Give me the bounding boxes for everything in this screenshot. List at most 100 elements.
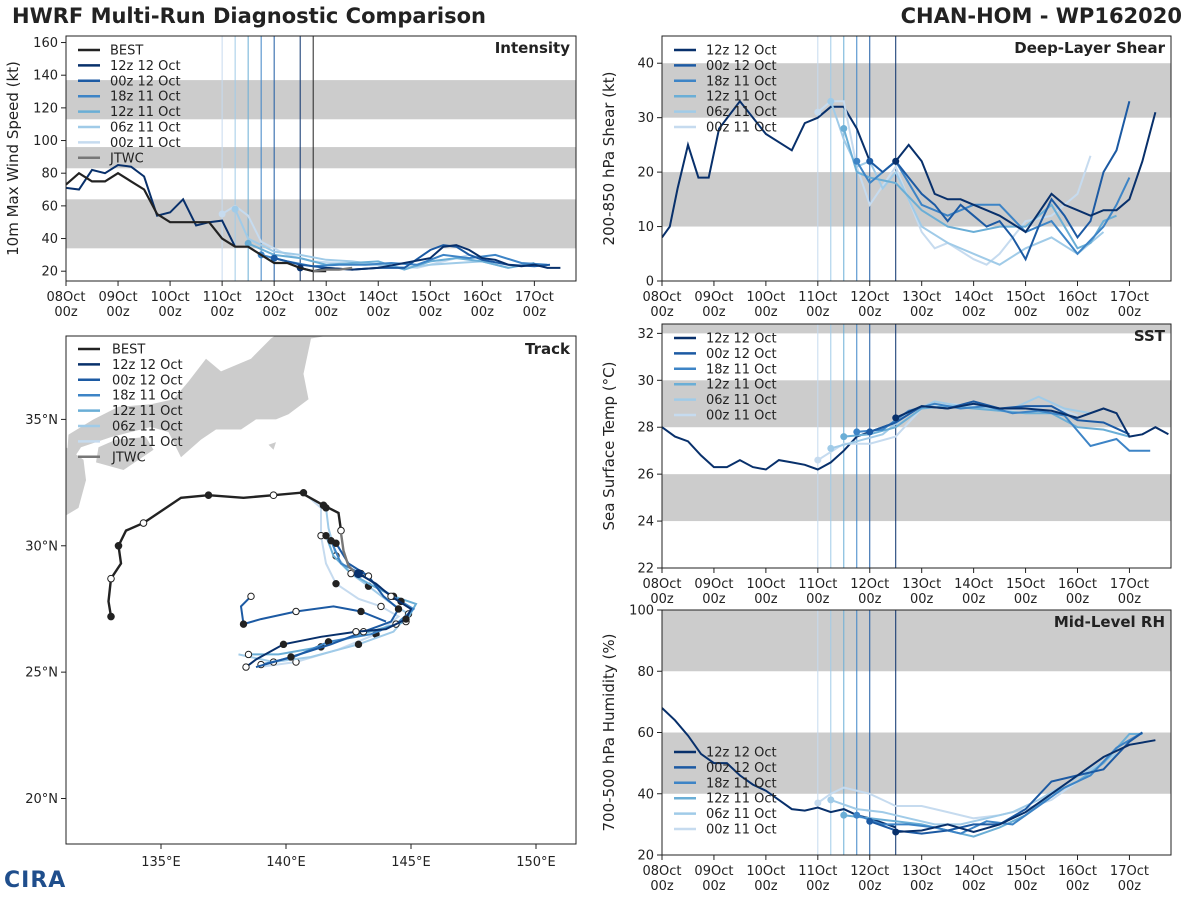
intensity-xtick-label-8: 16Oct bbox=[463, 290, 502, 305]
intensity-xtick-label-3: 11Oct bbox=[203, 290, 242, 305]
sst-run-start-marker-0 bbox=[892, 414, 900, 422]
track-western-branch-line bbox=[239, 595, 387, 626]
rh-run-line-1 bbox=[869, 731, 1143, 835]
izu-island-shape bbox=[268, 442, 276, 450]
intensity-run-start-marker-5 bbox=[218, 210, 226, 218]
intensity-xtick-sub-3: 00z bbox=[210, 305, 234, 320]
shear-xtick-sub-9: 00z bbox=[1118, 305, 1142, 320]
sst-run-line-3 bbox=[843, 405, 1130, 438]
track-legend-label-1: 12z 12 Oct bbox=[112, 358, 183, 373]
intensity-best-line bbox=[66, 171, 327, 273]
rh-xtick-sub-9: 00z bbox=[1118, 879, 1142, 894]
rh-xtick-label-2: 10Oct bbox=[746, 864, 785, 879]
intensity-xtick-sub-9: 00z bbox=[523, 305, 547, 320]
sst-xtick-label-5: 13Oct bbox=[902, 577, 941, 592]
track-xtick-label-1: 140°E bbox=[266, 855, 306, 870]
shear-xtick-label-0: 08Oct bbox=[642, 290, 681, 305]
sst-legend-label-4: 06z 11 Oct bbox=[706, 393, 777, 408]
rh-ylabel: 700-500 hPa Humidity (%) bbox=[600, 633, 618, 831]
shikoku-land-shape bbox=[96, 437, 154, 470]
intensity-run-start-marker-4 bbox=[231, 205, 239, 213]
intensity-xtick-label-2: 10Oct bbox=[151, 290, 190, 305]
track-run-point-5-4 bbox=[332, 579, 340, 588]
track-western-point-1 bbox=[357, 607, 365, 616]
intensity-xtick-sub-2: 00z bbox=[158, 305, 182, 320]
shear-panel-title: Deep-Layer Shear bbox=[1014, 39, 1165, 57]
intensity-xtick-sub-6: 00z bbox=[367, 305, 391, 320]
track-run-point-0-10 bbox=[242, 663, 250, 671]
shear-xtick-label-1: 09Oct bbox=[694, 290, 733, 305]
rh-xtick-label-0: 08Oct bbox=[642, 864, 681, 879]
rh-history-line bbox=[662, 707, 897, 829]
track-xtick-label-0: 135°E bbox=[141, 855, 181, 870]
shear-xtick-sub-3: 00z bbox=[806, 305, 830, 320]
intensity-band-2 bbox=[66, 80, 576, 120]
sst-run-start-marker-3 bbox=[840, 433, 848, 441]
rh-legend-label-1: 00z 12 Oct bbox=[706, 761, 777, 776]
track-panel-title: Track bbox=[525, 340, 571, 358]
rh-ytick-label-2: 60 bbox=[637, 726, 654, 741]
sst-xtick-label-2: 10Oct bbox=[746, 577, 785, 592]
rh-ytick-label-1: 40 bbox=[637, 787, 654, 802]
track-legend-label-7: JTWC bbox=[111, 450, 146, 465]
shear-xtick-sub-6: 00z bbox=[962, 305, 986, 320]
track-best-point-2 bbox=[107, 574, 115, 583]
sst-xtick-sub-1: 00z bbox=[702, 592, 726, 607]
sst-xtick-label-1: 09Oct bbox=[694, 577, 733, 592]
intensity-xtick-label-9: 17Oct bbox=[515, 290, 554, 305]
intensity-ytick-label-5: 120 bbox=[33, 101, 58, 116]
shear-run-line-1 bbox=[869, 101, 1131, 262]
sst-xtick-sub-9: 00z bbox=[1118, 592, 1142, 607]
rh-xtick-sub-3: 00z bbox=[806, 879, 830, 894]
sst-xtick-sub-4: 00z bbox=[858, 592, 882, 607]
rh-xtick-label-3: 11Oct bbox=[798, 864, 837, 879]
track-legend-label-4: 12z 11 Oct bbox=[112, 404, 183, 419]
intensity-legend-label-6: 00z 11 Oct bbox=[110, 136, 181, 151]
track-run-point-1-4 bbox=[394, 605, 403, 613]
intensity-legend-label-0: BEST bbox=[110, 44, 143, 59]
sst-ytick-label-2: 26 bbox=[637, 468, 654, 483]
sst-xtick-sub-7: 00z bbox=[1014, 592, 1038, 607]
shear-legend-label-1: 00z 12 Oct bbox=[706, 59, 777, 74]
shear-ytick-label-3: 30 bbox=[637, 111, 654, 126]
sst-ytick-label-1: 24 bbox=[637, 515, 654, 530]
shear-ytick-label-0: 0 bbox=[646, 275, 654, 290]
track-legend-label-6: 00z 11 Oct bbox=[112, 435, 183, 450]
rh-xtick-sub-6: 00z bbox=[962, 879, 986, 894]
shear-legend-label-3: 12z 11 Oct bbox=[706, 90, 777, 105]
rh-ytick-label-3: 80 bbox=[637, 665, 654, 680]
rh-xtick-sub-1: 00z bbox=[702, 879, 726, 894]
track-run-line-0 bbox=[245, 572, 413, 668]
shear-xtick-label-8: 16Oct bbox=[1058, 290, 1097, 305]
shear-run-start-marker-5 bbox=[814, 108, 822, 116]
intensity-xtick-label-6: 14Oct bbox=[359, 290, 398, 305]
sst-ytick-label-5: 32 bbox=[637, 327, 654, 342]
rh-panel-title: Mid-Level RH bbox=[1054, 613, 1165, 631]
intensity-band-0 bbox=[66, 199, 576, 249]
intensity-xtick-sub-5: 00z bbox=[315, 305, 339, 320]
rh-legend-label-3: 12z 11 Oct bbox=[706, 792, 777, 807]
rh-run-start-marker-1 bbox=[866, 817, 874, 825]
shear-run-line-0 bbox=[894, 111, 1157, 234]
storm-title: CHAN-HOM - WP162020 bbox=[900, 4, 1182, 28]
rh-band-0 bbox=[662, 732, 1171, 794]
track-run-point-0-8 bbox=[279, 640, 288, 649]
rh-run-start-marker-3 bbox=[840, 811, 848, 819]
rh-run-line-5 bbox=[817, 762, 1105, 820]
sst-frame bbox=[661, 323, 1172, 569]
shear-ytick-label-4: 40 bbox=[637, 57, 654, 72]
intensity-xtick-sub-0: 00z bbox=[54, 305, 78, 320]
track-western-point-7 bbox=[247, 592, 255, 601]
intensity-panel-title: Intensity bbox=[495, 39, 571, 57]
track-ytick-label-2: 30°N bbox=[25, 539, 58, 554]
track-run-line-4 bbox=[238, 507, 411, 664]
rh-run-start-marker-2 bbox=[853, 811, 861, 819]
track-xtick-label-2: 145°E bbox=[391, 855, 431, 870]
track-run-line-3 bbox=[248, 535, 418, 656]
shear-run-start-marker-4 bbox=[827, 97, 835, 105]
sst-xtick-sub-8: 00z bbox=[1066, 592, 1090, 607]
shear-legend-label-4: 06z 11 Oct bbox=[706, 105, 777, 120]
sst-band-0 bbox=[662, 474, 1171, 522]
rh-xtick-label-5: 13Oct bbox=[902, 864, 941, 879]
intensity-run-start-marker-3 bbox=[244, 239, 252, 247]
